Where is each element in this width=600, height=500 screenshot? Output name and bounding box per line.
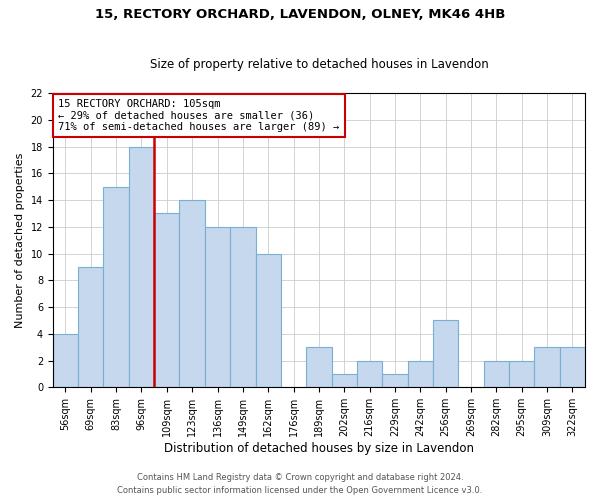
X-axis label: Distribution of detached houses by size in Lavendon: Distribution of detached houses by size …: [164, 442, 474, 455]
Text: 15, RECTORY ORCHARD, LAVENDON, OLNEY, MK46 4HB: 15, RECTORY ORCHARD, LAVENDON, OLNEY, MK…: [95, 8, 505, 20]
Bar: [484, 360, 509, 388]
Bar: [179, 200, 205, 388]
Bar: [154, 214, 179, 388]
Bar: [78, 267, 103, 388]
Text: Contains HM Land Registry data © Crown copyright and database right 2024.
Contai: Contains HM Land Registry data © Crown c…: [118, 474, 482, 495]
Bar: [230, 227, 256, 388]
Bar: [407, 360, 433, 388]
Bar: [382, 374, 407, 388]
Bar: [509, 360, 535, 388]
Bar: [332, 374, 357, 388]
Bar: [357, 360, 382, 388]
Bar: [129, 146, 154, 388]
Bar: [205, 227, 230, 388]
Y-axis label: Number of detached properties: Number of detached properties: [15, 152, 25, 328]
Bar: [433, 320, 458, 388]
Bar: [535, 347, 560, 388]
Bar: [560, 347, 585, 388]
Bar: [53, 334, 78, 388]
Bar: [103, 186, 129, 388]
Text: 15 RECTORY ORCHARD: 105sqm
← 29% of detached houses are smaller (36)
71% of semi: 15 RECTORY ORCHARD: 105sqm ← 29% of deta…: [58, 99, 340, 132]
Title: Size of property relative to detached houses in Lavendon: Size of property relative to detached ho…: [149, 58, 488, 71]
Bar: [306, 347, 332, 388]
Bar: [256, 254, 281, 388]
